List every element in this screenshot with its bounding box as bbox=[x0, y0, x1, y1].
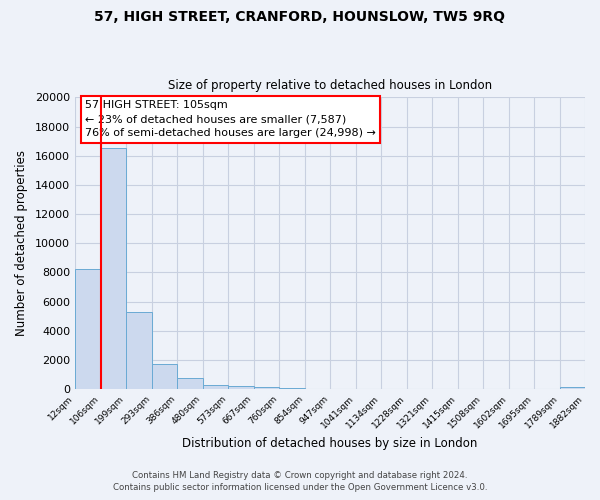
Bar bbox=[177, 378, 203, 389]
Bar bbox=[101, 148, 126, 389]
Text: 57, HIGH STREET, CRANFORD, HOUNSLOW, TW5 9RQ: 57, HIGH STREET, CRANFORD, HOUNSLOW, TW5… bbox=[95, 10, 505, 24]
Bar bbox=[126, 312, 152, 389]
Bar bbox=[203, 384, 228, 389]
X-axis label: Distribution of detached houses by size in London: Distribution of detached houses by size … bbox=[182, 437, 478, 450]
Title: Size of property relative to detached houses in London: Size of property relative to detached ho… bbox=[168, 79, 492, 92]
Bar bbox=[228, 386, 254, 389]
Bar bbox=[279, 388, 305, 389]
Bar bbox=[254, 387, 279, 389]
Bar bbox=[75, 270, 101, 389]
Bar bbox=[152, 364, 177, 389]
Text: 57 HIGH STREET: 105sqm
← 23% of detached houses are smaller (7,587)
76% of semi-: 57 HIGH STREET: 105sqm ← 23% of detached… bbox=[85, 100, 376, 138]
Y-axis label: Number of detached properties: Number of detached properties bbox=[15, 150, 28, 336]
Text: Contains HM Land Registry data © Crown copyright and database right 2024.
Contai: Contains HM Land Registry data © Crown c… bbox=[113, 471, 487, 492]
Bar bbox=[560, 387, 585, 389]
